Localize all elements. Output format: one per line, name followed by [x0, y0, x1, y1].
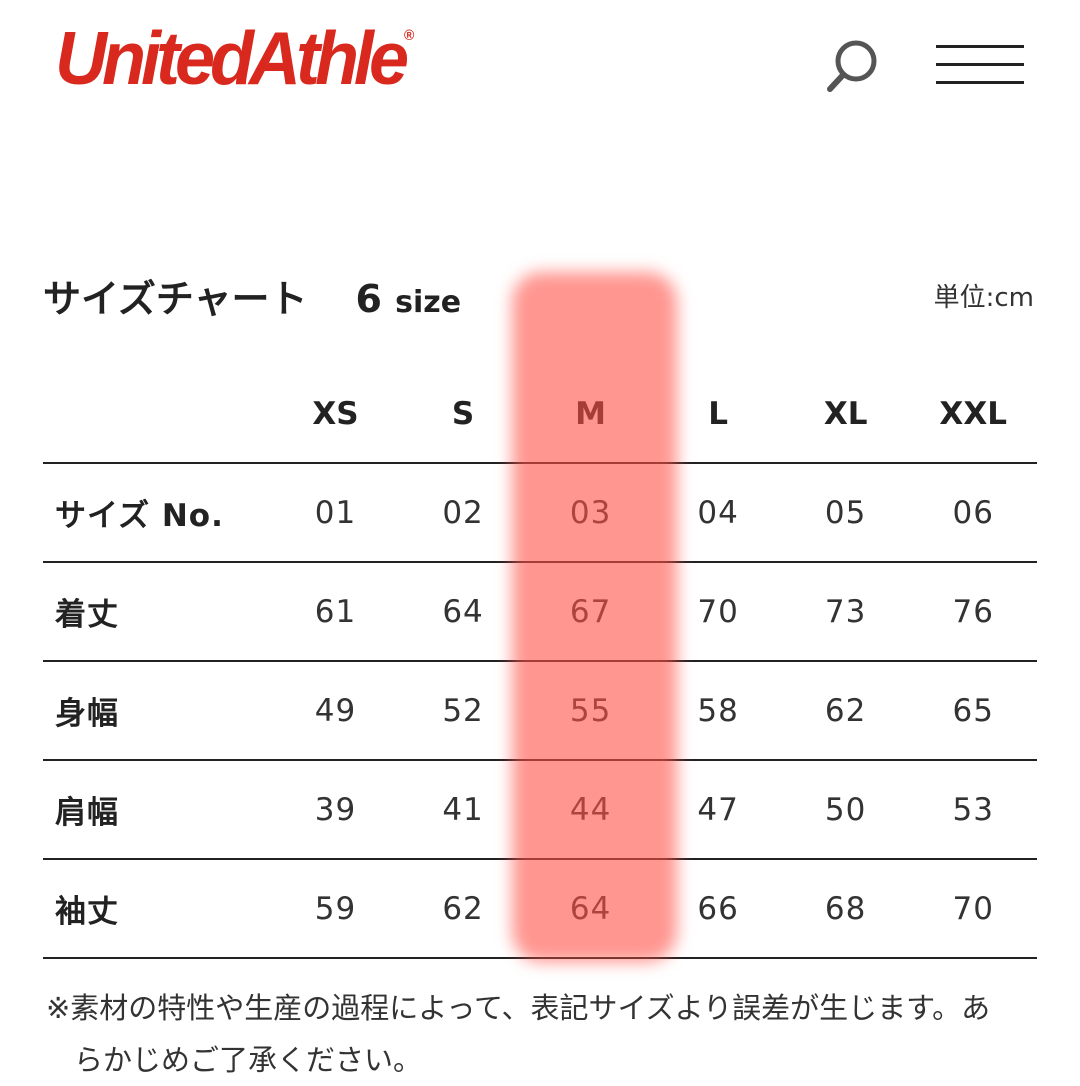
table-cell: 52 [442, 692, 484, 729]
table-cell: 47 [697, 791, 739, 828]
disclaimer-note: ※素材の特性や生産の過程によって、表記サイズより誤差が生じます。あ らかじめご了… [46, 991, 991, 1077]
table-cell: 58 [697, 692, 739, 729]
size-chart-table: XS S M L XL XXL サイズ No. 01 02 03 04 05 06 着丈 61 64 67 70… [43, 365, 1037, 959]
page-title: サイズチャート 6 size [43, 277, 462, 321]
table-cell: 65 [952, 692, 994, 729]
row-label: 肩幅 [55, 795, 119, 831]
menu-button[interactable] [936, 45, 1024, 85]
table-cell: 61 [314, 593, 357, 630]
table-row: 袖丈 59 62 64 66 68 70 [43, 859, 1037, 958]
table-cell: 64 [442, 593, 484, 630]
table-cell: 73 [824, 593, 867, 630]
table-row: サイズ No. 01 02 03 04 05 06 [43, 463, 1037, 562]
row-label: 着丈 [55, 597, 119, 633]
table-row: 肩幅 39 41 44 47 50 53 [43, 760, 1037, 859]
table-cell: 68 [824, 890, 867, 927]
header-row: XS S M L XL XXL [43, 365, 1037, 463]
table-cell: 70 [697, 593, 739, 630]
united-athle-logo[interactable]: UnitedAthle® [55, 17, 415, 101]
table-cell: 03 [569, 494, 612, 531]
row-label: サイズ No. [55, 498, 224, 534]
table-cell: 41 [442, 791, 484, 828]
unit-label: 単位:cm [933, 283, 1034, 313]
table-cell: 49 [314, 692, 357, 729]
table-cell: 04 [697, 494, 739, 531]
search-button[interactable] [822, 36, 882, 96]
table-cell: 05 [824, 494, 867, 531]
table-cell: 06 [952, 494, 994, 531]
table-cell: 02 [442, 494, 484, 531]
column-header: S [451, 395, 475, 432]
table-cell: 62 [824, 692, 867, 729]
search-icon [827, 40, 877, 92]
table-cell: 55 [569, 692, 612, 729]
table-cell: 44 [569, 791, 612, 828]
table-row: 身幅 49 52 55 58 62 65 [43, 661, 1037, 760]
table-row: 着丈 61 64 67 70 73 76 [43, 562, 1037, 661]
row-label: 袖丈 [55, 894, 119, 930]
table-cell: 67 [569, 593, 612, 630]
column-header: XXL [939, 395, 1007, 432]
table-cell: 70 [952, 890, 994, 927]
row-label: 身幅 [55, 696, 119, 732]
hamburger-menu-icon [936, 45, 1024, 48]
column-header: M [575, 395, 606, 432]
table-cell: 50 [824, 791, 867, 828]
table-cell: 64 [569, 890, 612, 927]
table-cell: 76 [952, 593, 994, 630]
table-cell: 39 [314, 791, 357, 828]
table-cell: 59 [314, 890, 357, 927]
table-cell: 62 [442, 890, 484, 927]
table-cell: 53 [952, 791, 994, 828]
table-cell: 66 [697, 890, 739, 927]
column-header: XL [823, 395, 868, 432]
column-header: L [708, 395, 728, 432]
column-header: XS [312, 395, 359, 432]
table-cell: 01 [314, 494, 357, 531]
